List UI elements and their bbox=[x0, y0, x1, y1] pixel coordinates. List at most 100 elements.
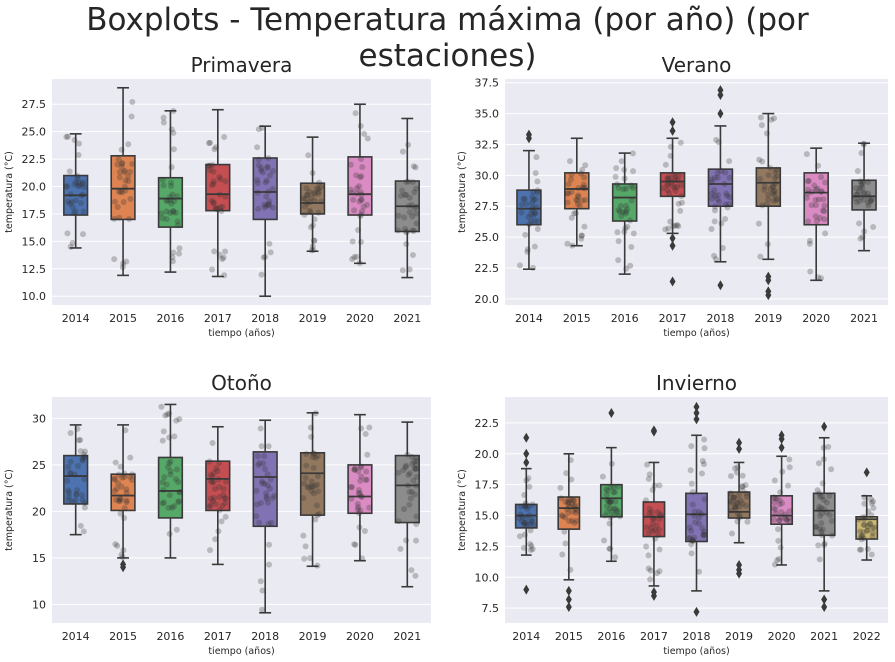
strip-point bbox=[566, 518, 573, 525]
strip-point bbox=[308, 433, 315, 440]
strip-point bbox=[216, 483, 223, 490]
strip-point bbox=[69, 498, 76, 505]
strip-point bbox=[715, 139, 722, 146]
strip-point bbox=[722, 216, 729, 223]
strip-point bbox=[218, 518, 225, 525]
strip-point bbox=[721, 180, 728, 187]
strip-point bbox=[206, 162, 213, 169]
strip-point bbox=[302, 543, 309, 550]
strip-point bbox=[409, 460, 416, 467]
strip-point bbox=[301, 203, 308, 210]
strip-point bbox=[255, 205, 262, 212]
y-tick-label: 25 bbox=[32, 459, 46, 472]
strip-point bbox=[860, 141, 867, 148]
x-tick-label: 2015 bbox=[109, 312, 137, 325]
strip-point bbox=[612, 173, 619, 180]
strip-point bbox=[116, 214, 123, 221]
strip-point bbox=[573, 517, 580, 524]
strip-point bbox=[116, 497, 123, 504]
strip-point bbox=[303, 185, 310, 192]
strip-point bbox=[358, 425, 365, 432]
strip-point bbox=[129, 99, 136, 106]
strip-point bbox=[805, 218, 812, 225]
strip-point bbox=[822, 179, 829, 186]
strip-point bbox=[119, 160, 126, 167]
strip-point bbox=[806, 240, 813, 247]
strip-point bbox=[607, 498, 614, 505]
box-2017 bbox=[205, 425, 231, 566]
strip-point bbox=[664, 175, 671, 182]
strip-point bbox=[630, 168, 637, 175]
strip-point bbox=[254, 453, 261, 460]
box-iqr bbox=[707, 168, 734, 208]
strip-point bbox=[647, 567, 654, 574]
strip-point bbox=[620, 209, 627, 216]
strip-point bbox=[413, 461, 420, 468]
strip-point bbox=[656, 482, 663, 489]
strip-point bbox=[700, 531, 707, 538]
strip-point bbox=[718, 168, 725, 175]
strip-point bbox=[262, 179, 269, 186]
strip-point bbox=[629, 150, 636, 157]
strip-point bbox=[688, 527, 695, 534]
strip-point bbox=[166, 530, 173, 537]
strip-point bbox=[400, 467, 407, 474]
strip-point bbox=[307, 209, 314, 216]
strip-point bbox=[517, 511, 524, 518]
strip-point bbox=[608, 460, 615, 467]
strip-point bbox=[776, 517, 783, 524]
strip-point bbox=[165, 464, 172, 471]
strip-point bbox=[763, 201, 770, 208]
strip-point bbox=[264, 164, 271, 171]
strip-point bbox=[413, 457, 420, 464]
strip-point bbox=[574, 200, 581, 207]
strip-point bbox=[81, 504, 88, 511]
strip-point bbox=[521, 502, 528, 509]
strip-point bbox=[674, 221, 681, 228]
outlier-marker bbox=[650, 425, 657, 436]
strip-point bbox=[668, 179, 675, 186]
strip-point bbox=[564, 199, 571, 206]
box-iqr bbox=[299, 182, 326, 215]
strip-point bbox=[765, 196, 772, 203]
strip-point bbox=[307, 424, 314, 431]
strip-point bbox=[656, 526, 663, 533]
y-tick-label: 22.5 bbox=[22, 153, 47, 166]
x-tick-label: 2016 bbox=[611, 312, 639, 325]
strip-point bbox=[730, 494, 737, 501]
strip-point bbox=[615, 238, 622, 245]
strip-point bbox=[76, 182, 83, 189]
strip-point bbox=[408, 488, 415, 495]
strip-point bbox=[267, 476, 274, 483]
x-axis-label: tiempo (años) bbox=[208, 646, 274, 657]
strip-point bbox=[353, 185, 360, 192]
strip-point bbox=[169, 254, 176, 261]
outlier-marker bbox=[693, 606, 700, 617]
strip-point bbox=[75, 140, 82, 147]
strip-point bbox=[782, 515, 789, 522]
strip-point bbox=[868, 551, 875, 558]
strip-point bbox=[120, 260, 127, 267]
strip-point bbox=[355, 487, 362, 494]
strip-point bbox=[521, 520, 528, 527]
strip-point bbox=[265, 202, 272, 209]
y-tick-label: 35.0 bbox=[475, 108, 500, 121]
strip-point bbox=[606, 520, 613, 527]
strip-point bbox=[569, 517, 576, 524]
strip-point bbox=[604, 509, 611, 516]
strip-point bbox=[349, 256, 356, 263]
strip-point bbox=[127, 454, 134, 461]
strip-point bbox=[648, 525, 655, 532]
strip-point bbox=[691, 508, 698, 515]
strip-point bbox=[576, 203, 583, 210]
strip-point bbox=[564, 190, 571, 197]
strip-point bbox=[222, 495, 229, 502]
box-iqr bbox=[855, 515, 879, 540]
x-tick-label: 2017 bbox=[659, 312, 687, 325]
strip-point bbox=[354, 500, 361, 507]
strip-point bbox=[527, 527, 534, 534]
strip-point bbox=[523, 477, 530, 484]
strip-point bbox=[727, 498, 734, 505]
x-tick-label: 2018 bbox=[251, 312, 279, 325]
x-tick-label: 2018 bbox=[706, 312, 734, 325]
